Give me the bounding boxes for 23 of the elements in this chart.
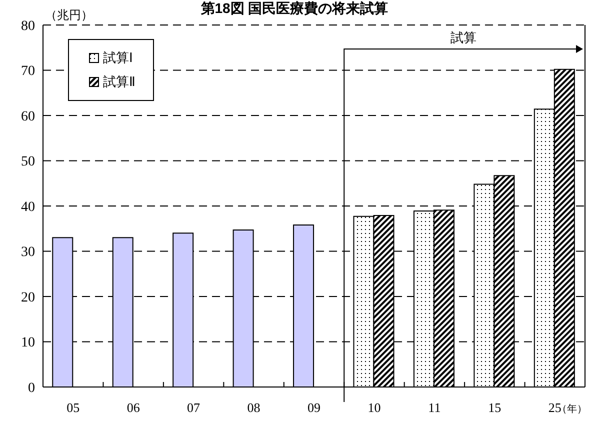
x-tick-label: 07 xyxy=(187,400,201,416)
x-tick-label: 09 xyxy=(308,400,320,416)
chart-title: 第18図 国民医療費の将来試算 xyxy=(200,0,388,16)
y-tick-label: 0 xyxy=(28,380,35,396)
y-tick-label: 40 xyxy=(21,200,35,215)
x-tick-label: 25 xyxy=(548,400,562,416)
x-tick-label: 11 xyxy=(428,400,441,416)
x-tick-label: 05 xyxy=(66,400,80,416)
annotation: 試算 xyxy=(450,30,477,45)
x-tick-label: 10 xyxy=(368,400,381,416)
x-tick-label: 06 xyxy=(126,400,140,416)
y-tick-label: 50 xyxy=(21,154,35,170)
y-tick-label: 60 xyxy=(21,109,35,124)
legend-label: 試算Ⅰ xyxy=(103,49,133,67)
x-tick-label: 15 xyxy=(488,400,502,416)
x-tick-label: 08 xyxy=(247,400,260,416)
y-tick-label: 80 xyxy=(21,18,35,34)
y-tick-label: 20 xyxy=(21,290,35,306)
y-tick-label: 30 xyxy=(21,245,35,260)
y-tick-label: 10 xyxy=(21,336,35,351)
legend-label: 試算Ⅱ xyxy=(103,73,135,91)
y-axis-title: （兆円） xyxy=(45,8,93,22)
y-tick-label: 70 xyxy=(21,64,35,80)
